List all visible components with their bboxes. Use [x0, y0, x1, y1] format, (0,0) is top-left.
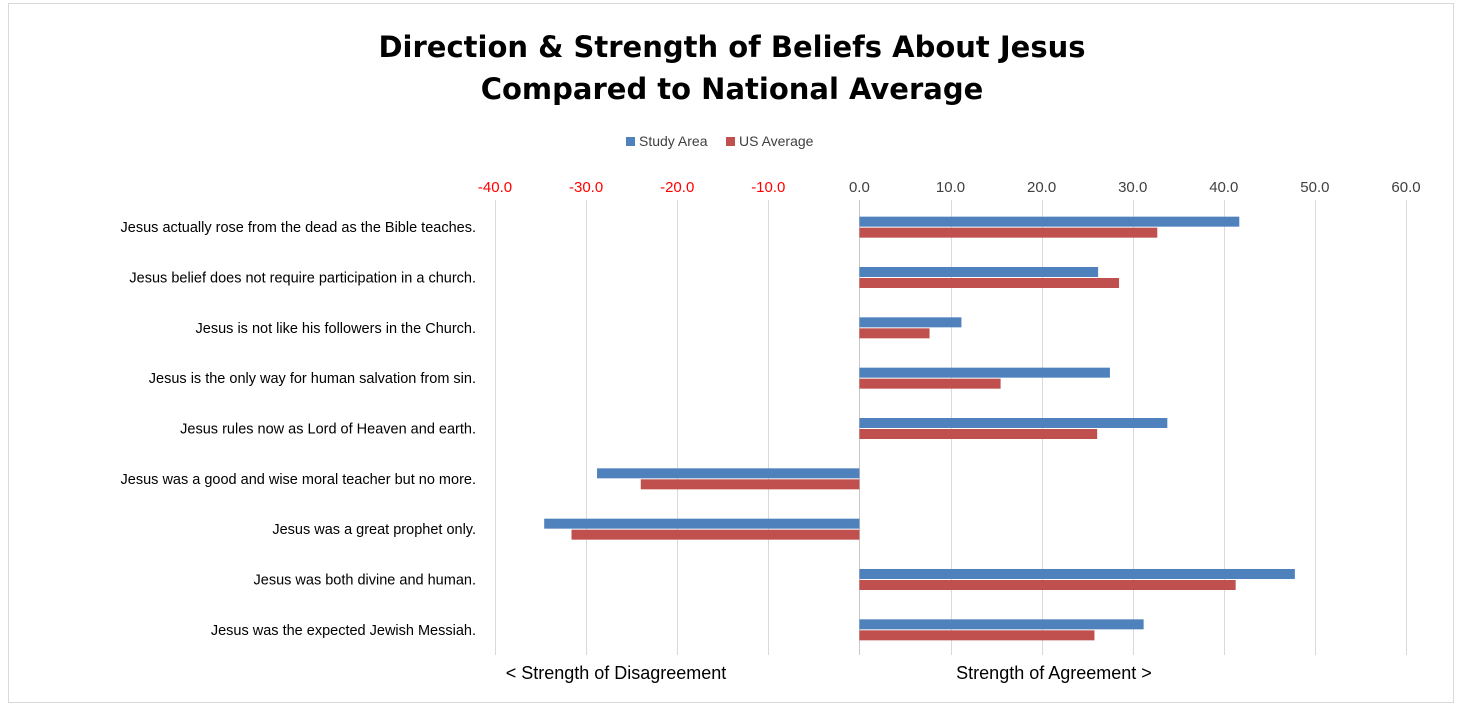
bar-us-average — [859, 429, 1098, 439]
x-tick-label: -40.0 — [478, 179, 512, 196]
legend-label-us-average: US Average — [739, 133, 814, 149]
bar-us-average — [859, 278, 1120, 288]
bar-study-area — [859, 216, 1240, 227]
legend-swatch-study-area — [626, 137, 635, 146]
category-label: Jesus is the only way for human salvatio… — [149, 371, 476, 387]
category-label: Jesus was a good and wise moral teacher … — [121, 472, 476, 488]
bar-study-area — [859, 367, 1110, 378]
gridlines — [495, 200, 1407, 655]
bar-us-average — [859, 227, 1158, 238]
bar-study-area — [859, 619, 1144, 630]
category-label: Jesus actually rose from the dead as the… — [121, 220, 476, 236]
agreement-annotation: Strength of Agreement > — [956, 663, 1152, 683]
bar-us-average — [571, 529, 860, 540]
bar-study-area — [597, 468, 860, 479]
bar-study-area — [859, 267, 1099, 277]
bar-us-average — [859, 378, 1001, 389]
x-tick-label: 20.0 — [1027, 179, 1056, 196]
category-label: Jesus is not like his followers in the C… — [196, 321, 476, 337]
bar-study-area — [544, 518, 860, 529]
bar-study-area — [859, 569, 1295, 579]
category-label: Jesus was both divine and human. — [254, 573, 476, 589]
x-tick-label: 30.0 — [1118, 179, 1147, 196]
category-label: Jesus was the expected Jewish Messiah. — [211, 623, 476, 639]
x-tick-label: 50.0 — [1300, 179, 1329, 196]
category-label: Jesus rules now as Lord of Heaven and ea… — [180, 422, 476, 438]
bar-us-average — [859, 630, 1095, 641]
bar-us-average — [859, 328, 930, 339]
disagreement-annotation: < Strength of Disagreement — [506, 663, 727, 683]
x-tick-label: 40.0 — [1209, 179, 1238, 196]
bars — [544, 216, 1295, 641]
bar-study-area — [859, 418, 1168, 428]
chart-title: Direction & Strength of Beliefs About Je… — [378, 30, 1085, 64]
bar-us-average — [859, 580, 1236, 590]
x-tick-label: -30.0 — [569, 179, 603, 196]
chart-subtitle: Compared to National Average — [481, 72, 984, 106]
category-label: Jesus belief does not require participat… — [129, 271, 476, 287]
category-labels: Jesus actually rose from the dead as the… — [121, 220, 476, 639]
x-axis-ticks: -40.0 -30.0 -20.0 -10.0 0.0 10.0 20.0 30.0 40.0 5… — [478, 179, 1421, 196]
legend-swatch-us-average — [726, 137, 735, 146]
x-tick-label: -10.0 — [751, 179, 785, 196]
x-tick-label: -20.0 — [660, 179, 694, 196]
x-tick-label: 0.0 — [849, 179, 870, 196]
x-tick-label: 60.0 — [1391, 179, 1420, 196]
legend: Study Area US Average — [626, 133, 814, 149]
legend-label-study-area: Study Area — [639, 133, 708, 149]
category-label: Jesus was a great prophet only. — [272, 522, 476, 538]
x-tick-label: 10.0 — [936, 179, 965, 196]
bar-us-average — [640, 479, 860, 490]
bar-study-area — [859, 317, 962, 328]
